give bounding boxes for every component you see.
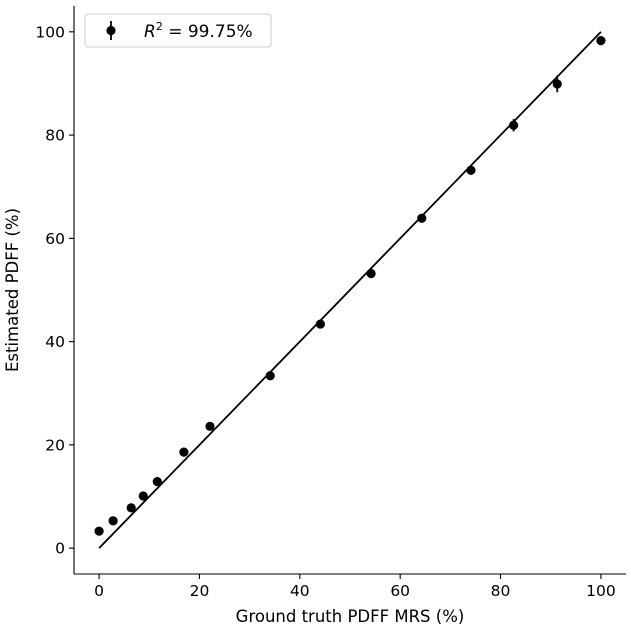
legend: R2 = 99.75%: [84, 13, 272, 48]
data-point: [94, 526, 104, 536]
data-point: [596, 35, 606, 46]
data-point: [152, 476, 162, 487]
y-tick-label: 60: [45, 230, 65, 248]
data-point: [205, 421, 215, 431]
y-axis-ticks: 0 20 40 60 80 100: [35, 23, 74, 558]
legend-entry: R2 = 99.75%: [144, 20, 253, 42]
legend-marker-dot: [106, 25, 116, 36]
legend-superscript: 2: [156, 20, 163, 33]
data-point: [126, 503, 136, 513]
y-tick-label: 40: [45, 333, 65, 351]
data-point: [315, 319, 325, 329]
data-point: [179, 447, 189, 457]
data-point: [366, 268, 376, 279]
data-point: [265, 371, 275, 381]
x-tick-label: 40: [290, 582, 310, 600]
data-point: [508, 120, 519, 130]
x-tick-label: 60: [390, 582, 410, 600]
y-tick-label: 80: [45, 127, 65, 145]
legend-value: = 99.75%: [163, 22, 253, 42]
axes: [73, 6, 626, 575]
x-axis-label: Ground truth PDFF MRS (%): [236, 607, 465, 626]
legend-frame: [84, 13, 272, 48]
y-tick-label: 20: [45, 436, 65, 454]
x-tick-label: 80: [491, 582, 511, 600]
identity-line: [98, 31, 602, 549]
x-tick-label: 100: [586, 582, 616, 600]
plot-area: [94, 31, 606, 549]
y-tick-label: 0: [55, 540, 65, 558]
y-axis-label: Estimated PDFF (%): [3, 208, 22, 372]
x-axis-ticks: 0 20 40 60 80 100: [94, 574, 616, 600]
data-point: [552, 79, 562, 89]
data-point: [108, 516, 118, 526]
data-point: [138, 491, 148, 501]
x-tick-label: 20: [190, 582, 210, 600]
data-point: [466, 165, 476, 175]
x-tick-label: 0: [94, 582, 104, 600]
data-point: [417, 213, 427, 223]
legend-r-symbol: R: [144, 22, 156, 42]
y-tick-label: 100: [35, 23, 65, 41]
